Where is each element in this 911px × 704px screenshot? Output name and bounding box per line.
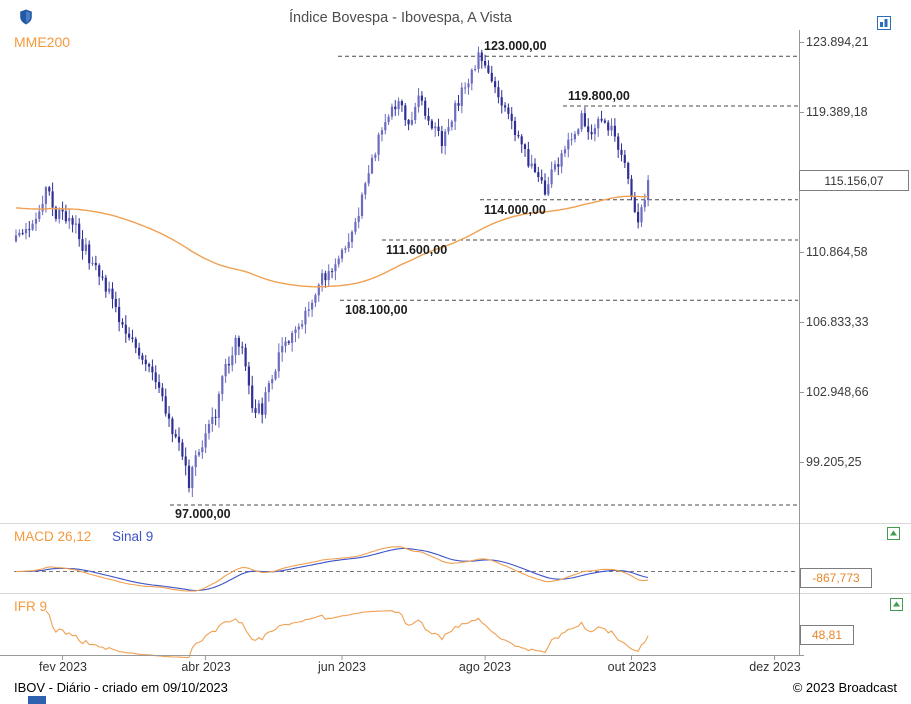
- price-axis-tick: 106.833,33: [806, 315, 869, 329]
- time-axis-tick-fev: fev 2023: [39, 660, 87, 674]
- last-price-box: 115.156,07: [799, 170, 909, 191]
- macd-value-box: -867,773: [800, 568, 872, 588]
- chart-title: Índice Bovespa - Ibovespa, A Vista: [288, 10, 512, 26]
- macd-legend-label: MACD 26,12: [14, 529, 92, 544]
- ifr-legend-label: IFR 9: [14, 599, 48, 614]
- mme200-legend-label: MME200: [14, 34, 71, 50]
- time-axis-tick-ago: ago 2023: [458, 660, 512, 674]
- broadcast-logo-shield-icon: [19, 9, 33, 25]
- time-axis-tick-abr: abr 2023: [181, 660, 231, 674]
- restore-chart-window-icon[interactable]: [877, 16, 891, 30]
- price-axis-tick: 102.948,66: [806, 385, 869, 399]
- taskbar-fragment: [28, 696, 46, 704]
- copyright-label: © 2023 Broadcast: [792, 680, 897, 695]
- hline-label-111600: 111.600,00: [386, 243, 448, 257]
- time-axis-tick-dez: dez 2023: [749, 660, 801, 674]
- hline-label-119800: 119.800,00: [568, 89, 630, 103]
- hline-label-123000: 123.000,00: [484, 39, 547, 53]
- hline-label-97000: 97.000,00: [175, 507, 231, 521]
- price-axis-tick: 123.894,21: [806, 35, 869, 49]
- ifr-value-box: 48,81: [800, 625, 854, 645]
- ifr-panel-maximize-icon[interactable]: [890, 598, 904, 612]
- hline-label-114000: 114.000,00: [484, 203, 546, 217]
- price-axis-tick: 110.864,58: [806, 245, 868, 259]
- time-axis-tick-out: out 2023: [607, 660, 657, 674]
- price-axis-tick: 119.389,18: [806, 105, 868, 119]
- price-axis-tick: 99.205,25: [806, 455, 862, 469]
- time-axis-tick-jun: jun 2023: [318, 660, 366, 674]
- macd-panel-maximize-icon[interactable]: [887, 527, 901, 541]
- sinal-legend-label: Sinal 9: [112, 529, 154, 544]
- hline-label-108100: 108.100,00: [345, 303, 408, 317]
- status-bar-description: IBOV - Diário - criado em 09/10/2023: [14, 680, 228, 695]
